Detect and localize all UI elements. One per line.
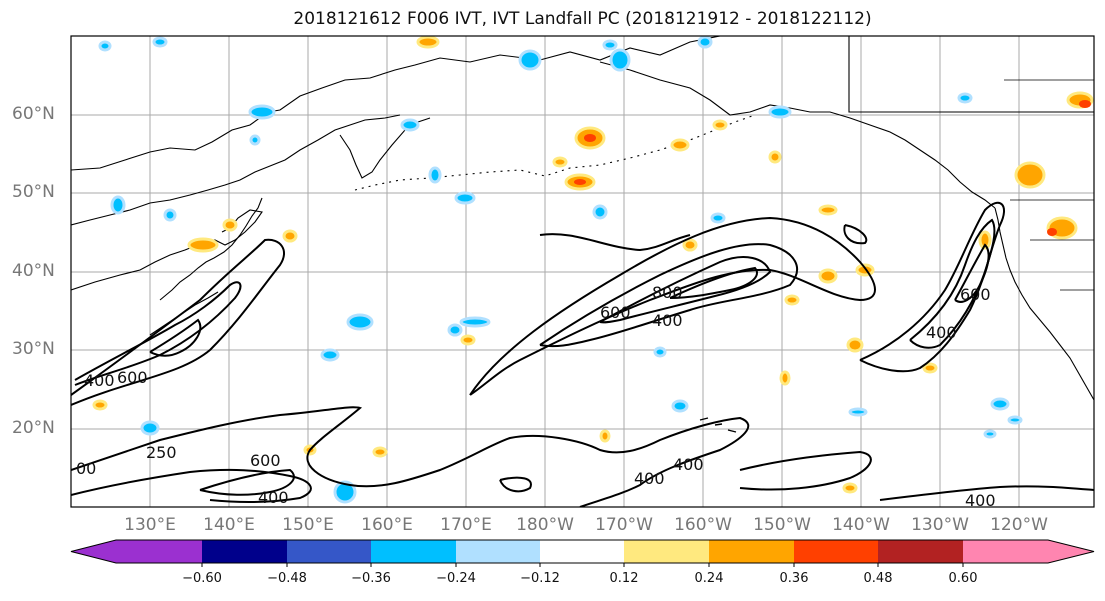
ivt-contours [71,201,1094,507]
lon-label: 170°W [595,515,653,535]
colorbar-tick-label: −0.24 [436,571,476,586]
contour-label: 600 [600,303,631,322]
colorbar-cell [456,540,540,563]
contour-label: 600 [117,368,148,387]
colorbar-cell [963,540,1048,563]
contour-label: 600 [960,285,991,304]
lon-label: 120°W [990,515,1048,535]
lon-label: 150°W [753,515,811,535]
colorbar-tick-label: 0.12 [609,571,639,586]
lon-label: 130°W [911,515,969,535]
colorbar-cell [202,540,287,563]
colorbar-cell [878,540,963,563]
contour-label-group: 400 600 250 600 400 600 800 400 400 400 … [76,283,996,510]
contour-label: 400 [652,311,683,330]
colorbar-tick-label: 0.48 [863,571,893,586]
lon-label: 150°E [282,515,334,535]
contour-label: 400 [258,488,289,507]
lon-label: 160°W [674,515,732,535]
contour-label: 400 [634,469,665,488]
colorbar [70,539,1095,567]
positive-anomaly-patches [92,36,1094,494]
colorbar-tick-label: −0.12 [520,571,560,586]
colorbar-tick-label: −0.36 [351,571,391,586]
page-title: 2018121612 F006 IVT, IVT Landfall PC (20… [293,9,872,29]
lat-label: 60°N [12,104,55,124]
colorbar-tick-label: −0.48 [267,571,307,586]
colorbar-cell [116,540,202,563]
lon-label: 170°E [440,515,492,535]
lat-label: 30°N [12,339,55,359]
contour-label: 250 [146,443,177,462]
contour-label: 400 [965,491,996,510]
colorbar-cell [371,540,456,563]
colorbar-tick-label: −0.60 [182,571,222,586]
colorbar-cell [287,540,371,563]
lon-label: 180°W [516,515,574,535]
lon-label: 140°E [203,515,255,535]
colorbar-tick-label: 0.24 [694,571,724,586]
strong-positive-patches [574,100,1091,236]
map-frame [70,35,1095,508]
lat-label: 50°N [12,182,55,202]
colorbar-cell [709,540,794,563]
colorbar-cell [794,540,878,563]
colorbar-extension-high [1048,540,1094,563]
lon-label: 130°E [124,515,176,535]
contour-label: 400 [926,323,957,342]
contour-label: 800 [652,283,683,302]
negative-anomaly-patches [98,36,1023,504]
colorbar-cell [540,540,624,563]
contour-label: 600 [250,451,281,470]
lat-label: 40°N [12,261,55,281]
colorbar-extension-low [71,540,116,563]
contour-label: 400 [673,455,704,474]
colorbar-tick-label: 0.36 [779,571,809,586]
lat-label: 20°N [12,418,55,438]
contour-label: 400 [84,371,115,390]
contour-label: 00 [76,459,96,478]
colorbar-cell [624,540,709,563]
lon-label: 160°E [361,515,413,535]
lon-label: 140°W [832,515,890,535]
colorbar-tick-label: 0.60 [948,571,978,586]
colorbar-outline [70,539,1095,564]
